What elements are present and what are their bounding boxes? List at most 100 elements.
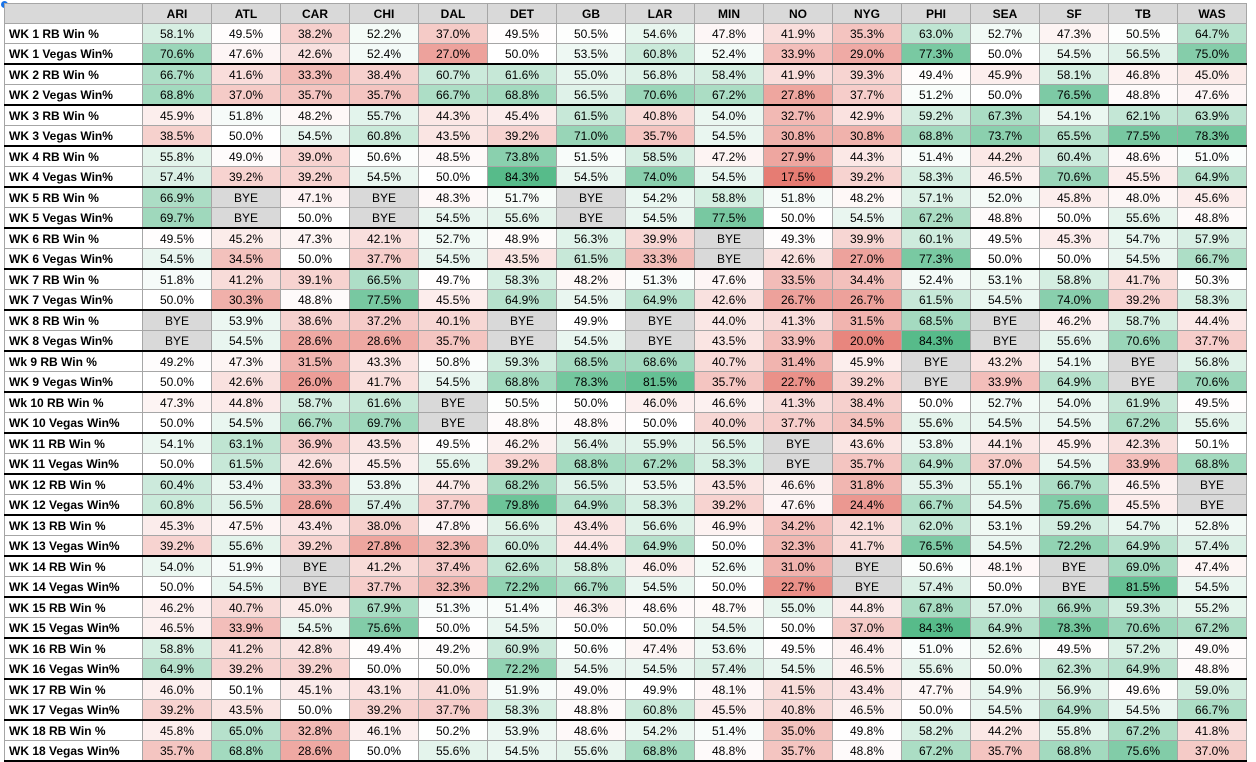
cell-car[interactable]: 58.7%: [280, 391, 350, 413]
cell-min[interactable]: 47.2%: [694, 145, 764, 167]
cell-car[interactable]: 39.2%: [280, 535, 350, 557]
cell-no[interactable]: 33.9%: [763, 330, 833, 352]
cell-nyg[interactable]: 37.0%: [832, 617, 902, 639]
cell-atl[interactable]: 44.8%: [211, 391, 281, 413]
cell-was[interactable]: 70.6%: [1177, 371, 1247, 393]
cell-dal[interactable]: 41.0%: [418, 678, 488, 700]
cell-phi[interactable]: 50.0%: [901, 699, 971, 721]
cell-chi[interactable]: 37.7%: [349, 576, 419, 598]
cell-min[interactable]: 40.0%: [694, 412, 764, 434]
cell-chi[interactable]: 77.5%: [349, 289, 419, 311]
cell-gb[interactable]: 55.0%: [556, 63, 626, 85]
cell-tb[interactable]: 46.5%: [1108, 473, 1178, 495]
cell-nyg[interactable]: 45.9%: [832, 350, 902, 372]
row-label[interactable]: WK 6 RB Win %: [4, 227, 143, 249]
cell-ari[interactable]: 50.0%: [142, 453, 212, 475]
team-header-ari[interactable]: ARI: [142, 3, 212, 24]
cell-gb[interactable]: 43.4%: [556, 514, 626, 536]
cell-chi[interactable]: 43.1%: [349, 678, 419, 700]
cell-lar[interactable]: 48.6%: [625, 596, 695, 618]
cell-det[interactable]: 48.9%: [487, 227, 557, 249]
cell-det[interactable]: 68.8%: [487, 371, 557, 393]
cell-atl[interactable]: 55.6%: [211, 535, 281, 557]
cell-sf[interactable]: 49.5%: [1039, 637, 1109, 659]
cell-sea[interactable]: 50.0%: [970, 658, 1040, 680]
cell-phi[interactable]: 51.4%: [901, 145, 971, 167]
cell-gb[interactable]: 50.5%: [556, 23, 626, 44]
cell-car[interactable]: 50.0%: [280, 699, 350, 721]
cell-phi[interactable]: 53.8%: [901, 432, 971, 454]
cell-det[interactable]: BYE: [487, 309, 557, 331]
cell-lar[interactable]: 35.7%: [625, 125, 695, 147]
cell-car[interactable]: 54.5%: [280, 125, 350, 147]
cell-sea[interactable]: 50.0%: [970, 43, 1040, 65]
cell-sea[interactable]: 50.0%: [970, 576, 1040, 598]
row-label[interactable]: WK 1 Vegas Win%: [4, 43, 143, 65]
cell-atl[interactable]: 53.4%: [211, 473, 281, 495]
cell-sf[interactable]: 78.3%: [1039, 617, 1109, 639]
cell-car[interactable]: 35.7%: [280, 84, 350, 106]
cell-dal[interactable]: 50.0%: [418, 166, 488, 188]
cell-sf[interactable]: 55.6%: [1039, 330, 1109, 352]
cell-lar[interactable]: 33.3%: [625, 248, 695, 270]
cell-nyg[interactable]: 35.3%: [832, 23, 902, 44]
cell-lar[interactable]: 54.5%: [625, 658, 695, 680]
cell-nyg[interactable]: 39.9%: [832, 227, 902, 249]
cell-sea[interactable]: 54.5%: [970, 494, 1040, 516]
cell-det[interactable]: 39.2%: [487, 453, 557, 475]
cell-atl[interactable]: 68.8%: [211, 740, 281, 762]
cell-was[interactable]: 54.5%: [1177, 576, 1247, 598]
cell-no[interactable]: 46.6%: [763, 473, 833, 495]
cell-sf[interactable]: 75.6%: [1039, 494, 1109, 516]
cell-gb[interactable]: 71.0%: [556, 125, 626, 147]
cell-chi[interactable]: 38.0%: [349, 514, 419, 536]
cell-no[interactable]: 40.8%: [763, 699, 833, 721]
cell-lar[interactable]: 81.5%: [625, 371, 695, 393]
cell-nyg[interactable]: 41.7%: [832, 535, 902, 557]
team-header-gb[interactable]: GB: [556, 3, 626, 24]
cell-gb[interactable]: 68.5%: [556, 350, 626, 372]
cell-chi[interactable]: 41.2%: [349, 555, 419, 577]
cell-chi[interactable]: 38.4%: [349, 63, 419, 85]
cell-ari[interactable]: 58.8%: [142, 637, 212, 659]
row-label[interactable]: WK 8 RB Win %: [4, 309, 143, 331]
cell-car[interactable]: 32.8%: [280, 719, 350, 741]
cell-was[interactable]: 78.3%: [1177, 125, 1247, 147]
cell-lar[interactable]: 46.0%: [625, 555, 695, 577]
cell-lar[interactable]: 56.8%: [625, 63, 695, 85]
cell-dal[interactable]: 55.6%: [418, 453, 488, 475]
cell-lar[interactable]: 50.0%: [625, 412, 695, 434]
cell-det[interactable]: 48.8%: [487, 412, 557, 434]
cell-gb[interactable]: 55.6%: [556, 740, 626, 762]
cell-phi[interactable]: 62.0%: [901, 514, 971, 536]
cell-det[interactable]: 50.5%: [487, 391, 557, 413]
cell-chi[interactable]: 39.2%: [349, 699, 419, 721]
cell-gb[interactable]: BYE: [556, 207, 626, 229]
cell-lar[interactable]: 58.3%: [625, 494, 695, 516]
cell-sf[interactable]: 47.3%: [1039, 23, 1109, 44]
cell-car[interactable]: 42.8%: [280, 637, 350, 659]
cell-was[interactable]: 58.3%: [1177, 289, 1247, 311]
cell-sf[interactable]: 60.4%: [1039, 145, 1109, 167]
cell-gb[interactable]: 50.0%: [556, 617, 626, 639]
cell-gb[interactable]: 44.4%: [556, 535, 626, 557]
cell-sf[interactable]: 45.8%: [1039, 186, 1109, 208]
cell-ari[interactable]: 66.7%: [142, 63, 212, 85]
cell-chi[interactable]: 66.5%: [349, 268, 419, 290]
cell-min[interactable]: 40.7%: [694, 350, 764, 372]
cell-sea[interactable]: 50.0%: [970, 84, 1040, 106]
cell-min[interactable]: 54.0%: [694, 104, 764, 126]
cell-atl[interactable]: 47.3%: [211, 350, 281, 372]
cell-det[interactable]: 62.6%: [487, 555, 557, 577]
cell-lar[interactable]: 49.9%: [625, 678, 695, 700]
row-label[interactable]: WK 2 Vegas Win%: [4, 84, 143, 106]
cell-ari[interactable]: BYE: [142, 330, 212, 352]
cell-no[interactable]: 27.9%: [763, 145, 833, 167]
cell-lar[interactable]: 60.8%: [625, 43, 695, 65]
cell-phi[interactable]: 67.2%: [901, 740, 971, 762]
cell-car[interactable]: 47.1%: [280, 186, 350, 208]
cell-tb[interactable]: 50.5%: [1108, 23, 1178, 44]
cell-min[interactable]: 58.8%: [694, 186, 764, 208]
row-label[interactable]: WK 3 Vegas Win%: [4, 125, 143, 147]
cell-no[interactable]: 33.5%: [763, 268, 833, 290]
